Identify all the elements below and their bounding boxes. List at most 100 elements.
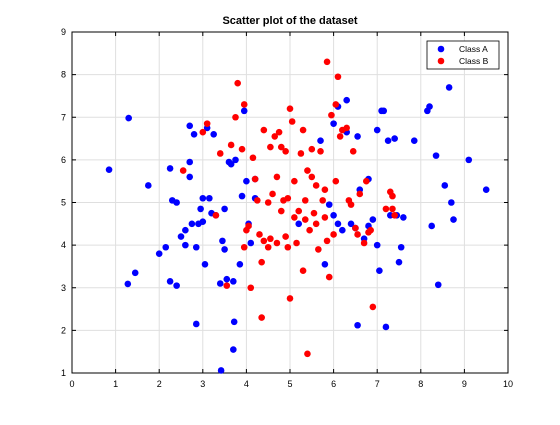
data-point xyxy=(179,167,187,174)
x-tick-label: 4 xyxy=(244,379,249,389)
data-point xyxy=(391,211,398,219)
legend-label: Class A xyxy=(459,44,488,54)
y-tick-label: 5 xyxy=(61,198,66,208)
data-point xyxy=(323,237,331,245)
data-point xyxy=(243,177,250,185)
grid xyxy=(71,31,509,374)
data-point xyxy=(230,278,237,285)
data-point xyxy=(332,101,340,108)
data-point xyxy=(192,243,200,251)
data-point xyxy=(199,194,207,202)
data-point xyxy=(304,167,311,174)
data-point xyxy=(223,275,231,283)
data-point xyxy=(240,107,248,115)
data-point xyxy=(267,143,274,151)
y-tick-label: 7 xyxy=(61,112,66,122)
data-point xyxy=(219,237,226,245)
data-point xyxy=(373,241,381,249)
data-point xyxy=(125,114,132,122)
data-point xyxy=(299,126,307,134)
data-points xyxy=(105,58,490,374)
data-point xyxy=(465,156,473,164)
data-point xyxy=(389,192,396,200)
data-point xyxy=(212,211,220,219)
x-tick-label: 3 xyxy=(200,379,205,389)
data-point xyxy=(240,243,248,251)
data-point xyxy=(282,233,289,240)
data-point xyxy=(177,233,185,240)
data-point xyxy=(227,141,235,149)
data-point xyxy=(308,145,316,153)
y-tick-label: 3 xyxy=(61,283,66,293)
data-point xyxy=(330,231,337,238)
data-point xyxy=(354,133,361,140)
data-point xyxy=(352,224,359,232)
data-point xyxy=(264,243,272,251)
data-point xyxy=(395,258,403,266)
data-point xyxy=(291,214,298,221)
data-point xyxy=(238,192,246,200)
data-point xyxy=(360,239,368,247)
data-point xyxy=(240,101,248,108)
data-point xyxy=(376,267,383,275)
data-point xyxy=(299,267,307,275)
data-point xyxy=(400,214,407,221)
data-point xyxy=(216,280,224,287)
data-point xyxy=(295,207,303,215)
data-point xyxy=(105,166,113,173)
x-tick-label: 1 xyxy=(113,379,118,389)
data-point xyxy=(277,207,285,215)
data-point xyxy=(317,148,324,155)
data-point xyxy=(304,350,311,358)
data-point xyxy=(301,216,309,223)
data-point xyxy=(321,186,329,194)
data-point xyxy=(251,175,259,183)
data-point xyxy=(332,177,340,185)
legend-box xyxy=(426,40,500,70)
data-point xyxy=(363,177,370,185)
data-point xyxy=(306,226,313,234)
data-point xyxy=(380,107,388,115)
data-point xyxy=(330,211,337,219)
data-point xyxy=(232,156,239,164)
data-point xyxy=(232,113,239,121)
data-point xyxy=(186,173,194,181)
x-tick-label: 8 xyxy=(418,379,423,389)
data-point xyxy=(236,261,244,268)
data-point xyxy=(216,150,224,157)
data-point xyxy=(260,237,268,245)
data-point xyxy=(356,190,364,198)
data-point xyxy=(166,278,174,285)
data-point xyxy=(234,79,241,87)
y-tick-label: 6 xyxy=(61,155,66,165)
data-point xyxy=(247,239,255,247)
data-point xyxy=(238,145,246,153)
y-tick-label: 9 xyxy=(61,27,66,37)
data-point xyxy=(264,199,272,206)
data-point xyxy=(173,282,180,289)
data-point xyxy=(249,154,257,162)
data-point xyxy=(441,182,449,189)
x-tick-label: 7 xyxy=(375,379,380,389)
data-point xyxy=(258,258,265,266)
data-point xyxy=(397,243,405,251)
data-point xyxy=(321,261,329,268)
data-point xyxy=(273,239,281,247)
data-point xyxy=(258,314,265,321)
data-point xyxy=(319,197,327,204)
data-point xyxy=(247,284,255,292)
data-point xyxy=(253,197,261,204)
data-point xyxy=(197,205,204,213)
data-point xyxy=(450,216,457,223)
data-point xyxy=(217,367,225,374)
data-point xyxy=(312,220,320,228)
data-point xyxy=(286,105,294,113)
legend: Class A Class B xyxy=(426,40,500,70)
data-point xyxy=(323,58,331,66)
data-point xyxy=(221,246,228,253)
data-point xyxy=(349,148,357,155)
data-point xyxy=(203,120,211,127)
data-point xyxy=(188,220,196,228)
